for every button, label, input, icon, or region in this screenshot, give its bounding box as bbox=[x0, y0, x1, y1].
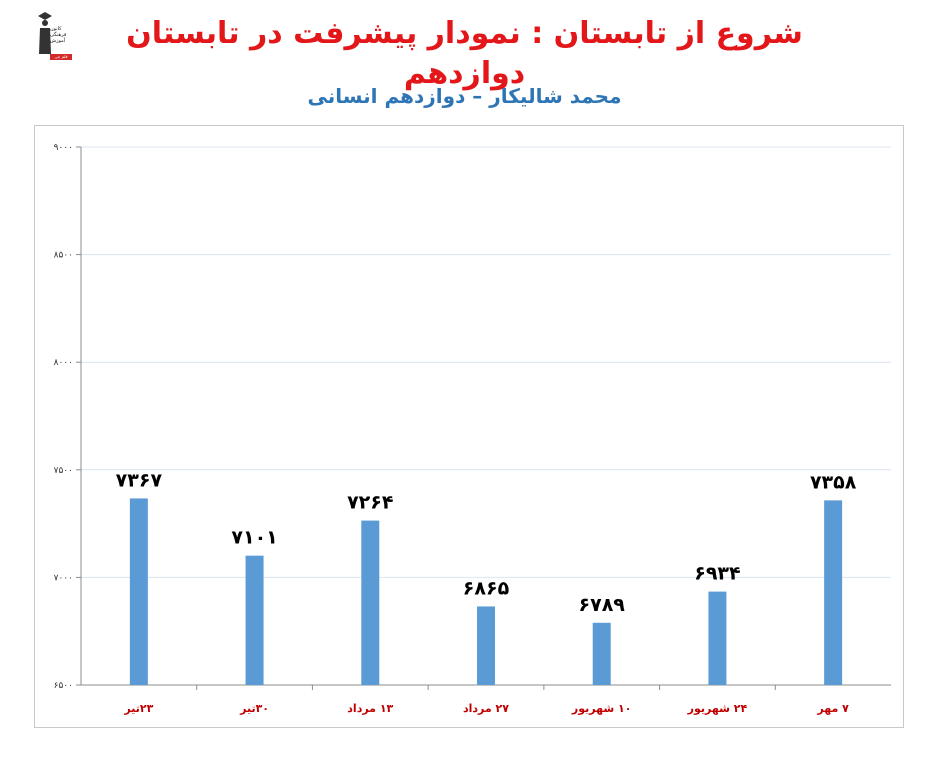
bar bbox=[824, 500, 843, 685]
bar bbox=[129, 498, 148, 685]
y-tick-label: ۷۰۰۰ bbox=[54, 573, 73, 583]
logo-line: فرهنگی bbox=[50, 32, 67, 38]
category-label: ۲۴ شهریور bbox=[687, 702, 748, 715]
data-label: ۶۷۸۹ bbox=[579, 594, 626, 616]
bar-chart: ۶۵۰۰ ۷۰۰۰ ۷۵۰۰ ۸۰۰۰ ۸۵۰۰ ۹۰۰۰ ۷۳۶۷ ۲۳تیر ۷۱۰۱ ۳۰… bbox=[54, 143, 891, 715]
category-label: ۱۳ مرداد bbox=[347, 702, 393, 715]
data-labels: ۷۳۶۷ ۲۳تیر ۷۱۰۱ ۳۰تیر ۷۲۶۴ ۱۳ مرداد ۶۸۶۵ ۲۷ مرد… bbox=[116, 469, 857, 715]
data-label: ۶۸۶۵ bbox=[463, 577, 510, 599]
y-tick-label: ۹۰۰۰ bbox=[54, 143, 73, 153]
data-label: ۷۱۰۱ bbox=[231, 527, 277, 549]
logo-line: آموزش bbox=[50, 38, 66, 44]
y-tick-label: ۶۵۰۰ bbox=[54, 681, 73, 691]
bar bbox=[708, 591, 727, 685]
y-tick-label: ۸۰۰۰ bbox=[54, 358, 73, 368]
data-label: ۷۳۶۷ bbox=[116, 469, 163, 491]
axes: ۶۵۰۰ ۷۰۰۰ ۷۵۰۰ ۸۰۰۰ ۸۵۰۰ ۹۰۰۰ bbox=[54, 143, 891, 691]
data-label: ۷۳۵۸ bbox=[810, 471, 857, 493]
bars bbox=[129, 498, 843, 685]
category-label: ۲۳تیر bbox=[123, 702, 153, 715]
chart-frame: ۶۵۰۰ ۷۰۰۰ ۷۵۰۰ ۸۰۰۰ ۸۵۰۰ ۹۰۰۰ ۷۳۶۷ ۲۳تیر ۷۱۰۱ ۳۰… bbox=[34, 125, 904, 728]
category-label: ۲۷ مرداد bbox=[463, 702, 509, 715]
logo-text: کانون فرهنگی آموزش bbox=[50, 26, 66, 44]
y-tick-label: ۸۵۰۰ bbox=[54, 251, 73, 261]
bar bbox=[245, 555, 264, 685]
graduate-icon bbox=[38, 12, 52, 54]
logo-badge: قلم چی bbox=[50, 54, 72, 60]
category-label: ۷ مهر bbox=[816, 702, 849, 715]
bar bbox=[361, 520, 380, 685]
category-label: ۱۰ شهریور bbox=[571, 702, 632, 715]
data-label: ۷۲۶۴ bbox=[347, 492, 393, 514]
bar bbox=[592, 622, 611, 685]
y-tick-label: ۷۵۰۰ bbox=[54, 466, 73, 476]
page-subtitle: محمد شالیکار – دوازدهم انسانی bbox=[307, 84, 622, 108]
gridlines bbox=[81, 146, 891, 578]
data-label: ۶۹۳۴ bbox=[694, 563, 740, 585]
logo: کانون فرهنگی آموزش قلم چی bbox=[38, 10, 76, 64]
category-label: ۳۰تیر bbox=[239, 702, 269, 715]
bar bbox=[477, 606, 495, 685]
logo-line: کانون bbox=[50, 26, 62, 32]
page-title: شروع از تابستان : نمودار پیشرفت در تابست… bbox=[126, 16, 803, 91]
